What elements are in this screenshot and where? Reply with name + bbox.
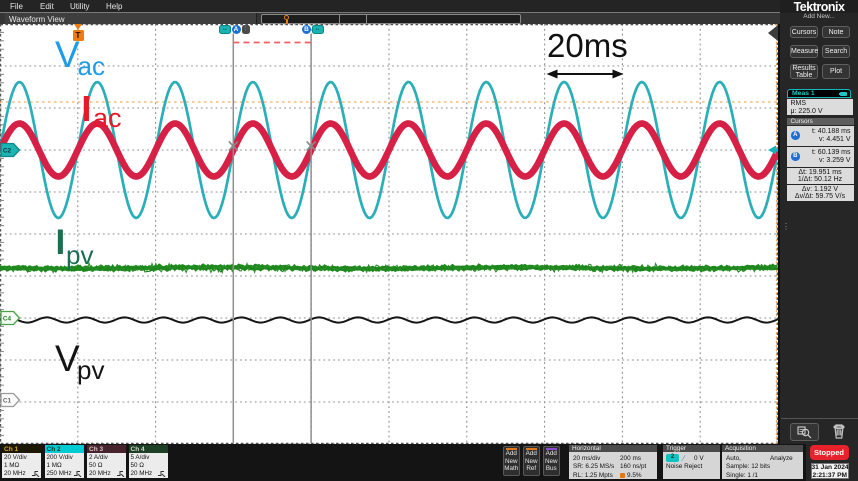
svg-text:C4: C4 (3, 315, 12, 322)
svg-text:C2: C2 (3, 147, 12, 154)
svg-text:C1: C1 (3, 397, 12, 404)
